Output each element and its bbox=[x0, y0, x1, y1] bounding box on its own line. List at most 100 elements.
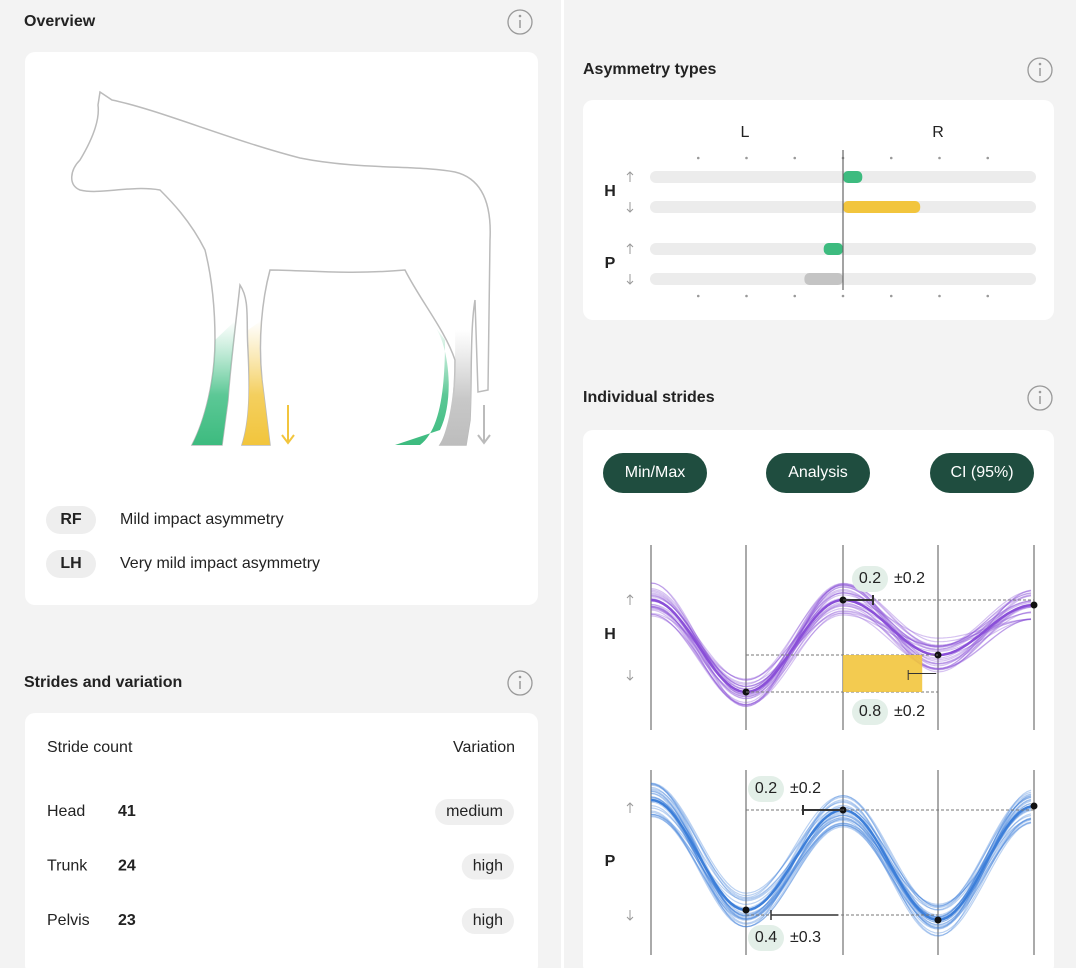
button-label[interactable]: Analysis bbox=[788, 464, 848, 481]
stride-curve bbox=[650, 582, 1032, 707]
tick-dot bbox=[889, 156, 893, 160]
row-name: Trunk bbox=[47, 858, 88, 875]
annotation-error: ±0.2 bbox=[894, 570, 925, 587]
info-icon bbox=[1027, 385, 1053, 411]
tick-dot bbox=[793, 156, 797, 160]
column-header: Stride count bbox=[47, 739, 133, 756]
individual-card bbox=[583, 430, 1054, 968]
arrow-icon bbox=[626, 202, 634, 213]
finding-code: RF bbox=[60, 511, 82, 528]
stride-curve bbox=[650, 600, 1032, 684]
tick-dot bbox=[793, 294, 797, 298]
pill bbox=[46, 550, 96, 578]
pill bbox=[461, 853, 514, 880]
variation-label: medium bbox=[446, 803, 503, 820]
annotation-error: ±0.2 bbox=[894, 703, 925, 720]
arrow-icon bbox=[626, 243, 634, 254]
stride-curve bbox=[650, 783, 1032, 908]
stride-curve bbox=[650, 796, 1032, 918]
stride-curve bbox=[650, 789, 1032, 930]
key-point bbox=[742, 906, 750, 914]
stride-curve bbox=[650, 794, 1032, 928]
group-label: H bbox=[604, 183, 616, 200]
annotation-value: 0.4 bbox=[755, 929, 777, 946]
info-icon bbox=[518, 675, 522, 679]
error-bar bbox=[770, 910, 838, 920]
stride-curve bbox=[650, 783, 1032, 929]
divider bbox=[561, 0, 564, 968]
stride-curve bbox=[650, 600, 1032, 698]
pill bbox=[748, 925, 784, 951]
variation-label: high bbox=[473, 858, 503, 875]
column-header: Variation bbox=[453, 739, 515, 756]
section-title: Asymmetry types bbox=[583, 61, 717, 78]
key-point bbox=[934, 916, 942, 924]
stride-curve bbox=[650, 588, 1032, 690]
stride-curve bbox=[650, 598, 1032, 705]
chart-label: H bbox=[604, 626, 616, 643]
tick-dot bbox=[889, 294, 893, 298]
stride-curve bbox=[650, 584, 1032, 706]
annotation-error: ±0.3 bbox=[790, 929, 821, 946]
stride-curve bbox=[650, 612, 1032, 706]
button-label[interactable]: Min/Max bbox=[625, 464, 685, 481]
toggle-button[interactable] bbox=[930, 453, 1034, 493]
error-bar bbox=[843, 595, 874, 605]
arrow-icon bbox=[626, 171, 634, 182]
stride-curve bbox=[650, 803, 1032, 930]
annotation-value: 0.2 bbox=[859, 570, 881, 587]
stride-curve bbox=[650, 796, 1032, 911]
stride-curve bbox=[650, 584, 1032, 700]
button-label[interactable]: CI (95%) bbox=[950, 464, 1013, 481]
stride-curve bbox=[650, 784, 1032, 937]
key-point bbox=[1030, 601, 1038, 609]
stride-curve bbox=[650, 795, 1032, 921]
asymmetry-bar bbox=[843, 171, 863, 183]
finding-text: Very mild impact asymmetry bbox=[120, 555, 320, 572]
asymmetry-bar bbox=[804, 273, 843, 285]
pill bbox=[46, 506, 96, 534]
asymmetry-bar bbox=[823, 243, 843, 255]
toggle-button[interactable] bbox=[603, 453, 707, 493]
error-bar bbox=[907, 670, 937, 680]
error-bar bbox=[802, 805, 843, 815]
asymmetry-bar bbox=[843, 201, 921, 213]
stride-curve bbox=[650, 788, 1032, 926]
strides-card bbox=[25, 713, 538, 968]
arrow-icon bbox=[626, 910, 634, 921]
section-title: Overview bbox=[24, 13, 96, 30]
stride-curve bbox=[650, 586, 1032, 704]
pill bbox=[748, 776, 784, 802]
annotation-value: 0.2 bbox=[755, 780, 777, 797]
info-icon bbox=[1027, 57, 1053, 83]
arrow-icon bbox=[626, 670, 634, 681]
info-icon bbox=[518, 14, 522, 18]
stride-curve bbox=[650, 586, 1032, 706]
info-icon bbox=[507, 9, 533, 35]
chart-label: P bbox=[605, 853, 616, 870]
pill bbox=[461, 908, 514, 934]
tick-dot bbox=[696, 294, 700, 298]
arrow-icon bbox=[626, 802, 634, 813]
finding-code: LH bbox=[60, 555, 81, 572]
row-name: Pelvis bbox=[47, 912, 90, 929]
stride-curve bbox=[650, 790, 1032, 919]
pill bbox=[435, 799, 514, 825]
annotation-error: ±0.2 bbox=[790, 780, 821, 797]
stride-curve bbox=[650, 592, 1032, 688]
key-point bbox=[1030, 802, 1038, 810]
toggle-button[interactable] bbox=[766, 453, 870, 493]
info-icon bbox=[1038, 390, 1042, 394]
section-title: Individual strides bbox=[583, 389, 715, 406]
stride-curve bbox=[650, 805, 1032, 909]
info-icon bbox=[1038, 62, 1042, 66]
tick-dot bbox=[841, 294, 845, 298]
tick-dot bbox=[938, 294, 941, 298]
variation-label: high bbox=[473, 912, 503, 929]
stride-curve bbox=[650, 805, 1032, 934]
pill bbox=[852, 699, 888, 725]
arrow-icon bbox=[626, 274, 634, 285]
stride-curve bbox=[650, 583, 1032, 707]
